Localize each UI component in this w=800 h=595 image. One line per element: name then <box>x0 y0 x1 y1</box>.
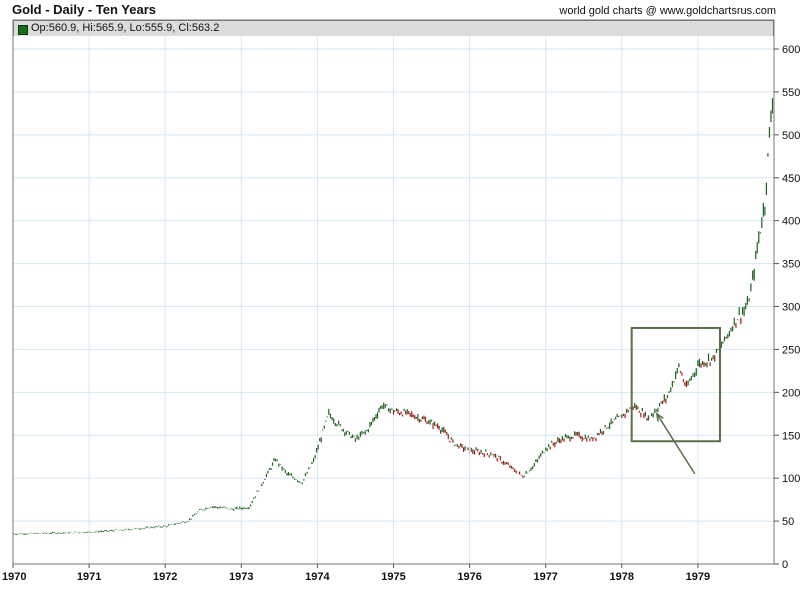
highlight-rectangle <box>630 326 721 443</box>
ohlc-legend-text: Op:560.9, Hi:565.9, Lo:555.9, Cl:563.2 <box>31 22 220 34</box>
y-tick-label: 100 <box>782 473 800 485</box>
y-tick-label: 500 <box>782 130 800 142</box>
y-tick-label: 350 <box>782 259 800 271</box>
y-tick-label: 250 <box>782 344 800 356</box>
source-credit: world gold charts @ www.goldchartsrus.co… <box>559 5 776 17</box>
y-tick-label: 50 <box>782 516 794 528</box>
y-tick-label: 400 <box>782 216 800 228</box>
x-tick-label: 1977 <box>533 571 557 583</box>
arrow-head-icon <box>655 412 664 422</box>
x-tick-label: 1971 <box>77 571 101 583</box>
legend-swatch-icon <box>18 25 28 35</box>
x-tick-label: 1972 <box>153 571 177 583</box>
y-tick-label: 200 <box>782 387 800 399</box>
x-tick-label: 1976 <box>457 571 481 583</box>
y-tick-label: 550 <box>782 87 800 99</box>
y-tick-label: 600 <box>782 44 800 56</box>
x-tick-label: 1974 <box>305 571 330 583</box>
x-tick-label: 1970 <box>2 571 26 583</box>
chart-title: Gold - Daily - Ten Years <box>12 2 157 17</box>
x-tick-label: 1975 <box>381 571 405 583</box>
y-tick-label: 150 <box>782 430 800 442</box>
x-tick-label: 1979 <box>686 571 710 583</box>
y-tick-label: 450 <box>782 173 800 185</box>
x-tick-label: 1978 <box>610 571 634 583</box>
annotation-arrow <box>656 413 696 475</box>
y-tick-label: 300 <box>782 302 800 314</box>
x-tick-label: 1973 <box>229 571 253 583</box>
y-tick-label: 0 <box>782 559 788 571</box>
